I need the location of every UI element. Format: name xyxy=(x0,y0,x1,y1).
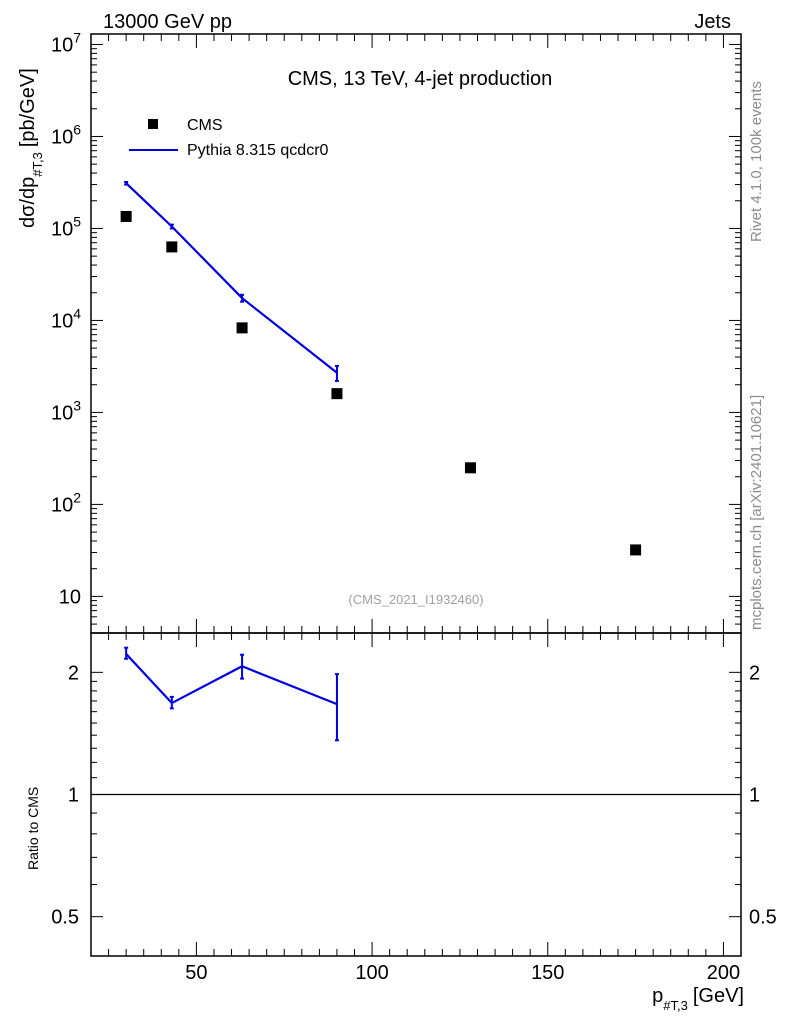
main-y-tick-label: 103 xyxy=(51,397,81,424)
cms-data-point xyxy=(464,462,476,474)
main-y-axis-label: dσ/dp#T,3 [pb/GeV] xyxy=(17,68,45,228)
x-axis-label-sub: #T,3 xyxy=(663,998,688,1013)
ratio-y-axis: 0.5 0.5 1 1 2 2 xyxy=(51,662,777,928)
main-y-tick-exponent: 7 xyxy=(73,29,81,45)
main-series xyxy=(120,180,642,556)
main-y-tick-exponent: 6 xyxy=(73,121,81,137)
ratio-y-tick-label: 2 xyxy=(68,662,79,684)
main-y-tick-label: 102 xyxy=(51,489,81,516)
x-axis-label: p#T,3 [GeV] xyxy=(652,985,744,1013)
legend-marker-cms xyxy=(148,119,158,129)
x-axis-label-unit: [GeV] xyxy=(693,985,744,1007)
ratio-y-tick-label-right: 1 xyxy=(749,785,760,807)
rivet-label: Rivet 4.1.0, 100k events xyxy=(748,81,765,242)
mcplots-label: mcplots.cern.ch [arXiv:2401.10621] xyxy=(748,395,765,630)
main-y-axis-label-unit: [pb/GeV] xyxy=(17,68,39,147)
x-axis-label-main: p xyxy=(652,985,663,1007)
x-tick-label: 150 xyxy=(531,962,564,984)
main-chart-title: CMS, 13 TeV, 4-jet production xyxy=(288,68,553,90)
main-y-tick-base: 10 xyxy=(51,218,73,240)
main-y-tick-label: 104 xyxy=(51,305,81,332)
main-y-tick-base: 10 xyxy=(51,310,73,332)
ratio-y-tick-label-right: 2 xyxy=(749,662,760,684)
main-y-tick-base: 10 xyxy=(51,126,73,148)
cms-data-point xyxy=(166,241,178,253)
main-y-tick-label: 107 xyxy=(51,29,81,56)
ratio-x-axis: 50 100 150 200 xyxy=(108,633,742,984)
x-tick-label: 50 xyxy=(185,962,207,984)
main-y-tick-exponent: 3 xyxy=(73,397,81,413)
cms-data-point xyxy=(331,388,343,400)
legend-label-pythia: Pythia 8.315 qcdcr0 xyxy=(187,142,329,159)
main-y-tick-label: 106 xyxy=(51,121,81,148)
ratio-series xyxy=(124,646,339,742)
main-y-tick-label: 105 xyxy=(51,213,81,240)
ratio-y-axis-label: Ratio to CMS xyxy=(25,787,41,870)
ratio-y-tick-label: 0.5 xyxy=(51,907,79,929)
x-tick-label: 100 xyxy=(355,962,388,984)
main-y-tick-exponent: 5 xyxy=(73,213,81,229)
main-y-tick-base: 10 xyxy=(51,402,73,424)
ratio-y-tick-label-right: 0.5 xyxy=(749,907,777,929)
legend: CMS Pythia 8.315 qcdcr0 xyxy=(129,117,329,159)
ratio-y-tick-label: 1 xyxy=(68,785,79,807)
legend-label-cms: CMS xyxy=(187,117,223,134)
main-y-tick-base: 10 xyxy=(51,34,73,56)
main-y-tick-base: 10 xyxy=(51,494,73,516)
pythia-line xyxy=(125,182,338,374)
main-y-axis-label-sub: #T,3 xyxy=(30,152,45,177)
main-x-axis xyxy=(108,34,742,633)
header-right: Jets xyxy=(694,11,731,33)
main-panel: CMS, 13 TeV, 4-jet production (CMS_2021_… xyxy=(17,29,742,634)
cms-data-point xyxy=(120,210,132,222)
ratio-line xyxy=(125,653,338,706)
main-y-tick-base: 10 xyxy=(59,586,81,608)
main-y-axis-label-main: dσ/dp xyxy=(17,177,39,228)
cms-data-point xyxy=(630,544,642,556)
main-y-tick-exponent: 4 xyxy=(73,305,81,321)
watermark-label: (CMS_2021_I1932460) xyxy=(348,592,483,607)
x-tick-label: 200 xyxy=(707,962,740,984)
cms-data-point xyxy=(236,322,248,334)
ratio-panel: 0.5 0.5 1 1 2 2 50 100 150 200 Ratio to CMS p#T,… xyxy=(25,632,777,1013)
header-left: 13000 GeV pp xyxy=(103,11,232,33)
main-y-tick-exponent: 2 xyxy=(73,489,81,505)
main-y-tick-label: 10 xyxy=(59,586,81,608)
